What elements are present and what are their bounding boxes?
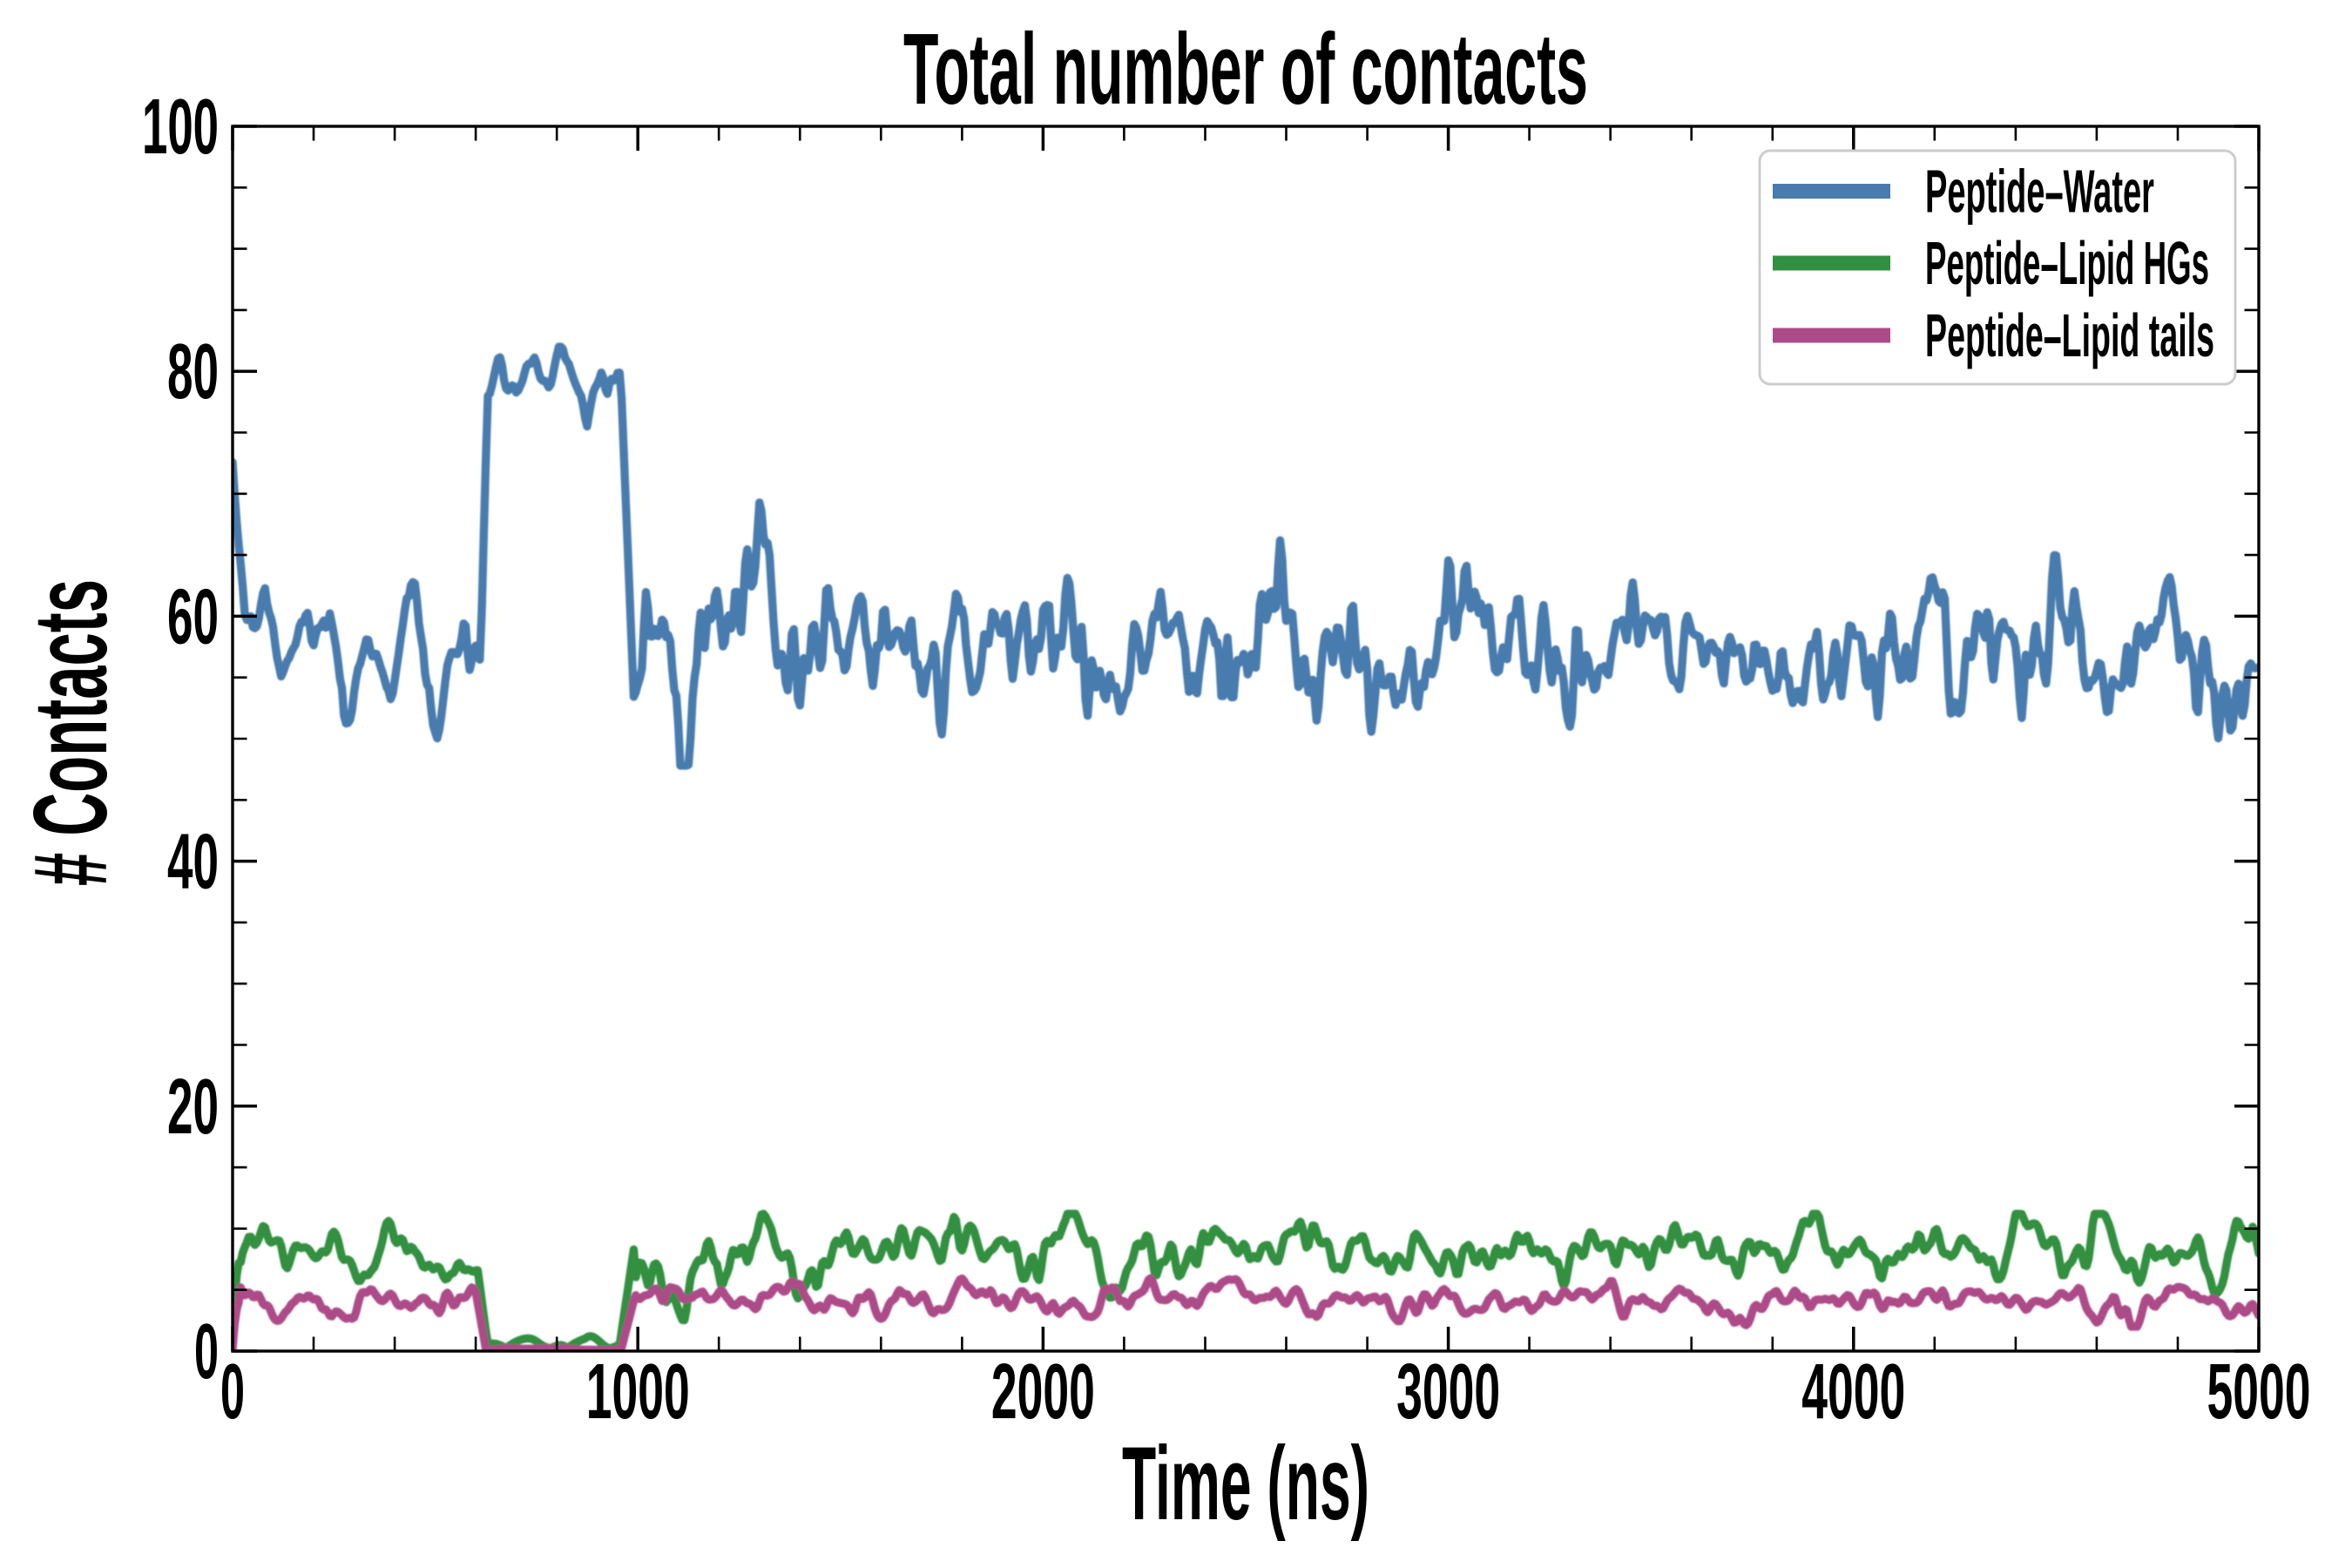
svg-text:100: 100 — [142, 84, 219, 171]
svg-text:2000: 2000 — [991, 1348, 1095, 1436]
svg-text:60: 60 — [167, 573, 219, 660]
svg-text:40: 40 — [167, 819, 219, 906]
svg-text:4000: 4000 — [1801, 1348, 1905, 1436]
svg-text:Peptide–Lipid tails: Peptide–Lipid tails — [1925, 301, 2214, 369]
svg-text:1000: 1000 — [586, 1348, 690, 1436]
svg-text:3000: 3000 — [1396, 1348, 1500, 1436]
svg-text:# Contacts: # Contacts — [12, 579, 129, 886]
svg-text:0: 0 — [194, 1308, 219, 1396]
svg-text:Peptide–Lipid HGs: Peptide–Lipid HGs — [1925, 229, 2209, 297]
svg-text:Peptide–Water: Peptide–Water — [1925, 158, 2154, 226]
svg-text:80: 80 — [167, 328, 219, 416]
svg-text:0: 0 — [220, 1348, 245, 1436]
svg-text:Time (ns): Time (ns) — [1122, 1425, 1369, 1542]
svg-text:20: 20 — [167, 1064, 219, 1151]
svg-text:Total number of contacts: Total number of contacts — [903, 12, 1588, 125]
svg-text:5000: 5000 — [2207, 1348, 2311, 1436]
